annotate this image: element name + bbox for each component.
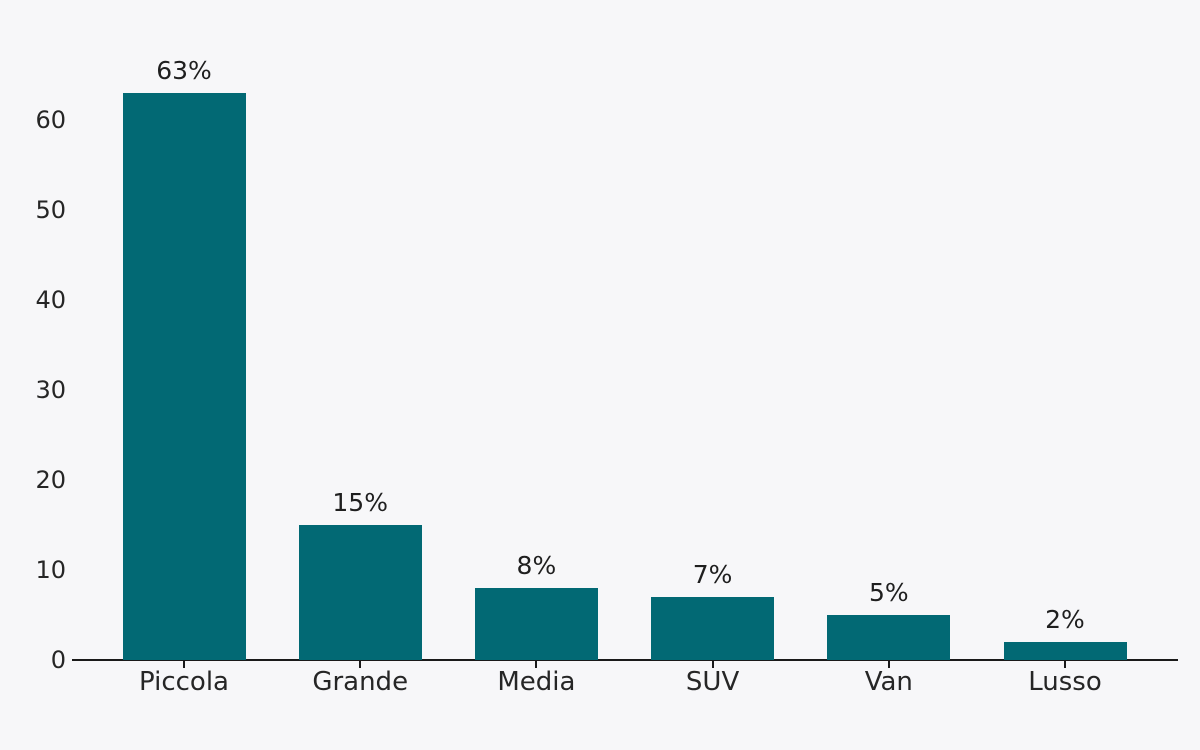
x-tick-mark-grande (359, 661, 362, 668)
x-tick-label-van: Van (864, 667, 913, 697)
x-tick-mark-media (535, 661, 538, 668)
x-tick-label-lusso: Lusso (1028, 667, 1102, 697)
value-label-media: 8% (516, 551, 557, 580)
x-axis-line (72, 659, 1178, 661)
bar-van (827, 615, 951, 660)
value-label-van: 5% (868, 578, 909, 607)
x-tick-mark-lusso (1064, 661, 1066, 668)
x-tick-label-grande: Grande (312, 667, 409, 697)
y-tick-label-60: 60 (35, 106, 66, 134)
x-tick-label-piccola: Piccola (139, 667, 229, 697)
x-tick-label-suv: SUV (685, 667, 740, 697)
x-tick-mark-van (887, 661, 890, 668)
x-tick-label-media: Media (497, 667, 576, 697)
bar-suv (651, 597, 775, 660)
bar-grande (298, 525, 422, 660)
value-label-piccola: 63% (156, 56, 212, 85)
y-tick-label-30: 30 (35, 376, 66, 404)
x-tick-mark-suv (711, 661, 714, 668)
bar-media (474, 588, 598, 660)
value-label-lusso: 2% (1045, 605, 1085, 634)
bar-lusso (1003, 642, 1127, 660)
y-tick-label-10: 10 (35, 556, 66, 584)
y-tick-label-50: 50 (35, 196, 66, 224)
x-tick-mark-piccola (183, 661, 185, 668)
y-tick-label-40: 40 (35, 286, 66, 314)
value-label-grande: 15% (332, 488, 388, 517)
y-tick-label-20: 20 (35, 466, 66, 494)
bar-piccola (122, 93, 246, 660)
value-label-suv: 7% (692, 560, 733, 589)
y-tick-label-0: 0 (50, 646, 66, 674)
